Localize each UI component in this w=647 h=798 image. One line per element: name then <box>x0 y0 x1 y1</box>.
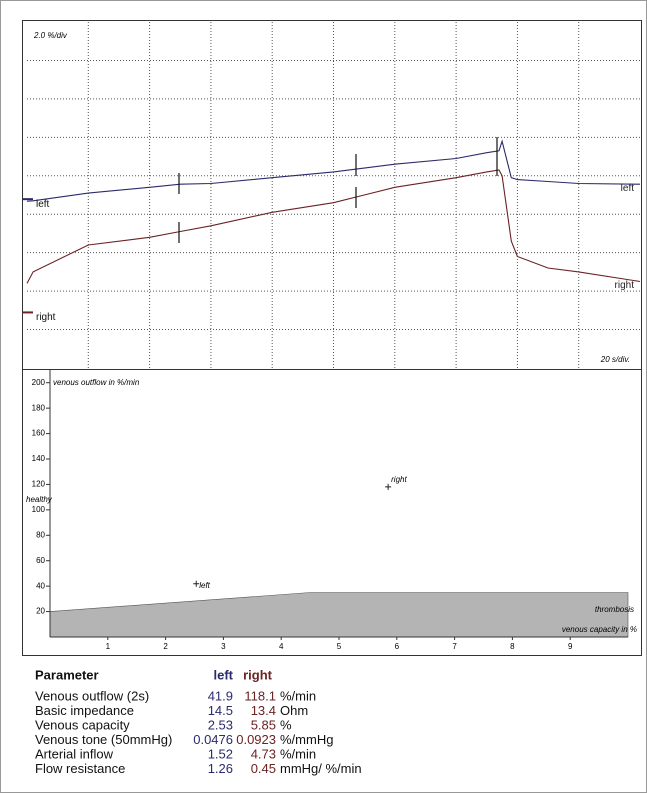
table-cell: 14.5 <box>208 703 233 718</box>
trace-start-label: left <box>36 199 50 210</box>
x-tick-label: 8 <box>510 642 515 651</box>
table-header: right <box>243 667 273 682</box>
area-label: thrombosis <box>595 605 634 614</box>
y-tick-label: 60 <box>36 556 45 565</box>
table-cell: 0.0476 <box>193 732 233 747</box>
x-tick-label: 6 <box>395 642 400 651</box>
table-cell: 0.45 <box>251 761 276 776</box>
table-cell: Venous outflow (2s) <box>35 688 149 703</box>
table-cell: Arterial inflow <box>35 746 114 761</box>
trace-chart: 2.0 %/div 20 s/div. left left right right <box>23 22 641 368</box>
point-label: left <box>199 581 210 590</box>
trace-line <box>26 139 641 202</box>
table-cell: % <box>280 717 292 732</box>
y-tick-label: 160 <box>32 429 46 438</box>
table-cell: 4.73 <box>251 746 276 761</box>
trace-end-label: left <box>621 183 635 194</box>
scale-label: 2.0 %/div <box>33 31 68 40</box>
trace-line <box>26 169 641 284</box>
x-axis-label: venous capacity in % <box>562 625 637 634</box>
table-cell: %/min <box>280 688 316 703</box>
table-cell: mmHg/ %/min <box>280 761 362 776</box>
x-tick-label: 9 <box>568 642 573 651</box>
x-tick-label: 4 <box>279 642 284 651</box>
table-header: left <box>214 667 234 682</box>
trace-end-label: right <box>615 280 635 291</box>
x-tick-label: 1 <box>106 642 111 651</box>
table-cell: 2.53 <box>208 717 233 732</box>
table-cell: 1.26 <box>208 761 233 776</box>
y-axis-label: venous outflow in %/min <box>53 378 140 387</box>
table-cell: Venous capacity <box>35 717 130 732</box>
table-cell: 13.4 <box>251 703 276 718</box>
table-cell: Ohm <box>280 703 308 718</box>
scale-label: 20 s/div. <box>600 355 630 364</box>
table-cell: 0.0923 <box>236 732 276 747</box>
table-cell: Basic impedance <box>35 703 134 718</box>
point-label: right <box>391 475 407 484</box>
table-cell: %/min <box>280 746 316 761</box>
y-tick-label: 120 <box>32 480 46 489</box>
y-tick-label: 100 <box>32 505 46 514</box>
x-tick-label: 5 <box>337 642 342 651</box>
point <box>385 483 392 490</box>
table-cell: Venous tone (50mmHg) <box>35 732 172 747</box>
x-tick-label: 7 <box>452 642 457 651</box>
parameter-table: Parameter left right Venous outflow (2s) 41.… <box>35 667 362 776</box>
table-cell: 118.1 <box>244 688 276 703</box>
trace-start-label: right <box>36 312 56 323</box>
y-tick-label: 200 <box>32 378 46 387</box>
table-cell: %/mmHg <box>280 732 333 747</box>
y-tick-label: 140 <box>32 454 46 463</box>
table-cell: 41.9 <box>208 688 233 703</box>
table-cell: 1.52 <box>208 746 233 761</box>
x-tick-label: 2 <box>163 642 168 651</box>
point <box>193 580 200 587</box>
x-tick-label: 3 <box>221 642 226 651</box>
y-tick-label: 180 <box>32 403 46 412</box>
y-tick-label: 20 <box>36 607 45 616</box>
zone-label: healthy <box>26 495 53 504</box>
scatter-chart: thrombosis 20 40 60 80 100 120 140 160 180 200 1 2 3 4… <box>26 370 637 651</box>
top-panel <box>22 20 642 370</box>
event-markers <box>178 137 498 243</box>
table-cell: 5.85 <box>251 717 276 732</box>
table-header: Parameter <box>35 667 99 682</box>
table-cell: Flow resistance <box>35 761 125 776</box>
y-tick-label: 80 <box>36 530 45 539</box>
y-tick-label: 40 <box>36 581 45 590</box>
